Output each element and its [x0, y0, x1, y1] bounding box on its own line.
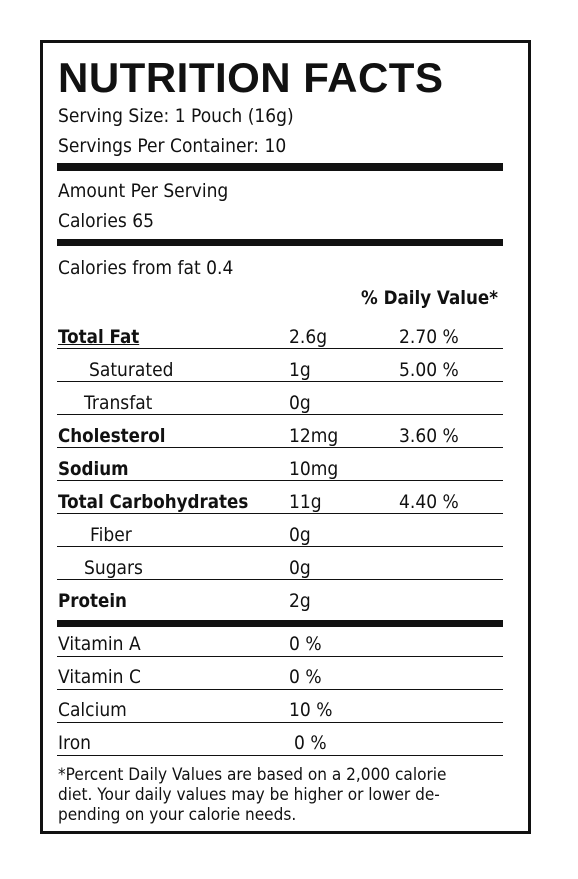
- sodium-amount: 10mg: [289, 458, 339, 480]
- row-rule: [57, 722, 503, 724]
- row-rule: [57, 546, 503, 548]
- cholesterol-dv: 3.60 %: [399, 425, 459, 447]
- thick-divider: [57, 163, 503, 171]
- row-rule: [57, 755, 503, 757]
- saturated-amount: 1g: [289, 359, 311, 381]
- servings-per-container: Servings Per Container: 10: [58, 135, 287, 157]
- label-title: NUTRITION FACTS: [58, 54, 444, 101]
- vitamin-a-amount: 0 %: [289, 633, 322, 655]
- protein-label: Protein: [58, 590, 127, 612]
- fiber-label: Fiber: [90, 524, 132, 546]
- total-fat-amount: 2.6g: [289, 326, 328, 348]
- nutrition-label: NUTRITION FACTS Serving Size: 1 Pouch (1…: [40, 40, 531, 834]
- thick-divider: [57, 620, 503, 627]
- row-rule: [57, 414, 503, 416]
- calories: Calories 65: [58, 210, 155, 232]
- vitamin-c-label: Vitamin C: [58, 666, 141, 688]
- cholesterol-amount: 12mg: [289, 425, 339, 447]
- footnote: *Percent Daily Values are based on a 2,0…: [58, 765, 477, 825]
- footnote-line: pending on your calorie needs.: [58, 805, 297, 824]
- total-fat-label: Total Fat: [58, 326, 140, 348]
- total-carbohydrates-dv: 4.40 %: [399, 491, 459, 513]
- total-carbohydrates-amount: 11g: [289, 491, 322, 513]
- row-rule: [57, 689, 503, 691]
- row-rule: [57, 447, 503, 449]
- calcium-label: Calcium: [58, 699, 127, 721]
- row-rule: [57, 381, 503, 383]
- row-rule: [57, 656, 503, 658]
- fiber-amount: 0g: [289, 524, 311, 546]
- sodium-label: Sodium: [58, 458, 129, 480]
- row-rule: [57, 348, 503, 350]
- calcium-amount: 10 %: [289, 699, 333, 721]
- iron-amount: 0 %: [294, 732, 327, 754]
- row-rule: [57, 579, 503, 581]
- row-rule: [57, 513, 503, 515]
- footnote-line: diet. Your daily values may be higher or…: [58, 785, 440, 804]
- vitamin-c-amount: 0 %: [289, 666, 322, 688]
- total-carbohydrates-label: Total Carbohydrates: [58, 491, 249, 513]
- thick-divider: [57, 239, 503, 246]
- saturated-label: Saturated: [89, 359, 174, 381]
- protein-amount: 2g: [289, 590, 311, 612]
- serving-size: Serving Size: 1 Pouch (16g): [58, 105, 294, 127]
- cholesterol-label: Cholesterol: [58, 425, 166, 447]
- iron-label: Iron: [58, 732, 92, 754]
- total-fat-dv: 2.70 %: [399, 326, 459, 348]
- sugars-label: Sugars: [84, 557, 143, 579]
- calories-from-fat: Calories from fat 0.4: [58, 257, 234, 279]
- saturated-dv: 5.00 %: [399, 359, 459, 381]
- amount-per-serving: Amount Per Serving: [58, 180, 229, 202]
- vitamin-a-label: Vitamin A: [58, 633, 141, 655]
- row-rule: [57, 480, 503, 482]
- transfat-amount: 0g: [289, 392, 311, 414]
- footnote-line: *Percent Daily Values are based on a 2,0…: [58, 765, 447, 784]
- transfat-label: Transfat: [84, 392, 153, 414]
- sugars-amount: 0g: [289, 557, 311, 579]
- daily-value-header: % Daily Value*: [361, 287, 498, 309]
